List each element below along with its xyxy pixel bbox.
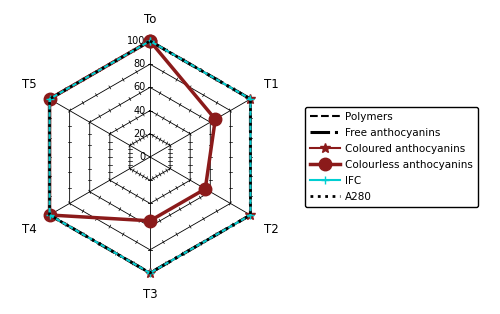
Text: 0: 0 (139, 152, 145, 162)
Text: T1: T1 (264, 78, 278, 91)
Text: T5: T5 (22, 78, 36, 91)
Legend: Polymers, Free anthocyanins, Coloured anthocyanins, Colourless anthocyanins, IFC: Polymers, Free anthocyanins, Coloured an… (305, 107, 478, 207)
Text: 20: 20 (133, 129, 145, 139)
Text: T4: T4 (22, 223, 36, 236)
Text: 40: 40 (133, 106, 145, 116)
Text: To: To (144, 13, 156, 26)
Text: 100: 100 (127, 36, 146, 46)
Text: T2: T2 (264, 223, 278, 236)
Text: 60: 60 (133, 82, 145, 92)
Text: T3: T3 (142, 288, 158, 301)
Text: 80: 80 (133, 59, 145, 69)
